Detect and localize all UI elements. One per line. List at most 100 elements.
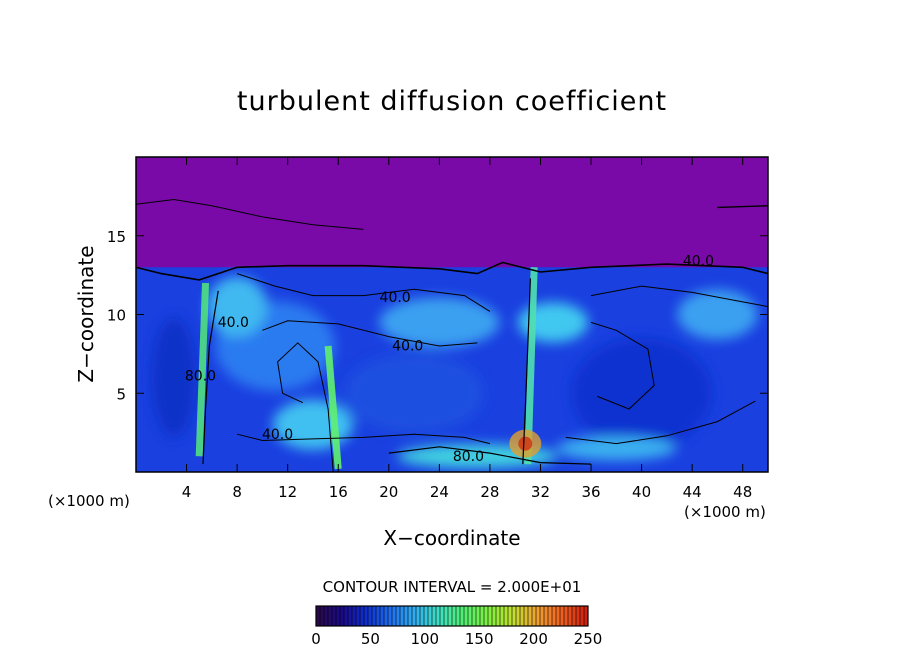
contour-line	[236, 433, 491, 445]
y-tick-label: 15	[107, 228, 126, 246]
colorbar-tick-label: 250	[574, 630, 603, 648]
colorbar-swatch	[440, 606, 445, 626]
contour-line	[565, 400, 756, 445]
colorbar-swatch	[568, 606, 573, 626]
colorbar-swatch	[360, 606, 365, 626]
colorbar-swatch	[444, 606, 449, 626]
colorbar-swatch	[420, 606, 425, 626]
x-tick-label: 36	[581, 483, 600, 501]
colorbar-swatch	[436, 606, 441, 626]
colorbar-swatch	[500, 606, 505, 626]
colorbar-swatch	[328, 606, 333, 626]
x-tick-label: 12	[278, 483, 297, 501]
colorbar-swatch	[340, 606, 345, 626]
colorbar-swatch	[552, 606, 557, 626]
colorbar-swatch	[396, 606, 401, 626]
colorbar-swatch	[320, 606, 325, 626]
colorbar-swatch	[512, 606, 517, 626]
colorbar-swatch	[452, 606, 457, 626]
chart-title: turbulent diffusion coefficient	[236, 86, 668, 117]
colorbar-swatch	[548, 606, 553, 626]
colorbar-swatch	[408, 606, 413, 626]
colorbar-swatch	[480, 606, 485, 626]
x-tick-label: 4	[182, 483, 192, 501]
colorbar-swatch	[556, 606, 561, 626]
y-tick-label: 5	[116, 385, 126, 403]
colorbar-swatch	[460, 606, 465, 626]
contour-line	[202, 290, 219, 465]
colorbar-swatch	[468, 606, 473, 626]
colorbar-swatch	[540, 606, 545, 626]
colorbar-swatch	[352, 606, 357, 626]
colorbar-swatch	[508, 606, 513, 626]
colorbar-swatch	[356, 606, 361, 626]
colorbar-swatch	[484, 606, 489, 626]
x-tick-label: 24	[430, 483, 449, 501]
colorbar-swatch	[524, 606, 529, 626]
contour-label: 40.0	[218, 315, 249, 331]
colorbar-swatch	[472, 606, 477, 626]
colorbar-swatch	[564, 606, 569, 626]
colorbar-swatch	[428, 606, 433, 626]
colorbar-swatch	[376, 606, 381, 626]
contour-line	[136, 198, 364, 230]
colorbar-swatch	[416, 606, 421, 626]
contour-line	[136, 261, 768, 281]
x-tick-label: 48	[733, 483, 752, 501]
colorbar-swatch	[520, 606, 525, 626]
colorbar-swatch	[560, 606, 565, 626]
contour-line	[388, 446, 592, 465]
colorbar-swatch	[332, 606, 337, 626]
colorbar-swatch	[476, 606, 481, 626]
colorbar-tick-label: 50	[361, 630, 380, 648]
y-axis-label: Z−coordinate	[74, 245, 98, 383]
x-unit-label: (×1000 m)	[684, 503, 766, 521]
colorbar-swatch	[316, 606, 321, 626]
colorbar-swatch	[368, 606, 373, 626]
z-unit-label: (×1000 m)	[48, 492, 130, 510]
contour-line	[522, 278, 531, 465]
colorbar-swatch	[348, 606, 353, 626]
contour-label: 40.0	[683, 254, 714, 270]
colorbar-tick-label: 200	[519, 630, 548, 648]
contour-label: 40.0	[392, 339, 423, 355]
x-tick-label: 40	[632, 483, 651, 501]
contour-line	[236, 273, 491, 312]
contour-label: 40.0	[262, 427, 293, 443]
colorbar-frame	[315, 605, 589, 627]
contour-label: 80.0	[453, 449, 484, 465]
contour-line	[590, 321, 655, 410]
x-tick-label: 28	[480, 483, 499, 501]
colorbar-swatch	[456, 606, 461, 626]
contour-line	[277, 342, 334, 472]
colorbar-tick-label: 0	[311, 630, 321, 648]
x-tick-label: 20	[379, 483, 398, 501]
colorbar-swatch	[412, 606, 417, 626]
contour-line	[717, 205, 768, 209]
colorbar-swatch	[516, 606, 521, 626]
colorbar-swatch	[388, 606, 393, 626]
colorbar-swatch	[384, 606, 389, 626]
colorbar-swatch	[492, 606, 497, 626]
colorbar-swatch	[488, 606, 493, 626]
colorbar-swatch	[496, 606, 501, 626]
colorbar-swatch	[380, 606, 385, 626]
colorbar-tick-label: 150	[465, 630, 494, 648]
field-lower-layer	[136, 267, 768, 472]
colorbar-tick-label: 100	[410, 630, 439, 648]
x-axis-label: X−coordinate	[383, 526, 521, 550]
contour-line	[262, 320, 478, 347]
colorbar-swatch	[528, 606, 533, 626]
contour-label: 40.0	[380, 290, 411, 306]
colorbar-swatch	[372, 606, 377, 626]
colorbar-swatch	[324, 606, 329, 626]
colorbar-swatch	[392, 606, 397, 626]
colorbar-swatch	[344, 606, 349, 626]
colorbar-swatch	[364, 606, 369, 626]
contour-interval-label: CONTOUR INTERVAL = 2.000E+01	[322, 578, 582, 596]
colorbar-swatch	[572, 606, 577, 626]
x-tick-label: 16	[329, 483, 348, 501]
x-tick-label: 8	[232, 483, 242, 501]
